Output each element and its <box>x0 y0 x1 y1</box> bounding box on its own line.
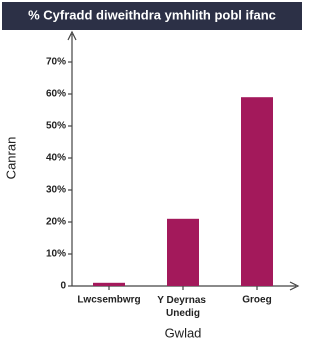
bar <box>241 97 273 286</box>
y-tick-label: 40% <box>46 153 66 164</box>
x-tick-label: Groeg <box>242 295 271 306</box>
chart: % Cyfradd diweithdra ymhlith pobl ifanc … <box>2 2 302 340</box>
y-tick-label: 10% <box>46 249 66 260</box>
y-tick-label: 0 <box>60 281 66 292</box>
x-tick-label: Y Deyrnas Unedig <box>157 295 209 319</box>
title-bar <box>2 2 302 30</box>
y-tick-label: 50% <box>46 121 66 132</box>
x-axis-label: Gwlad <box>165 325 202 340</box>
bar <box>93 282 125 286</box>
x-axis-arrow <box>289 281 300 291</box>
y-tick-label: 70% <box>46 57 66 68</box>
y-axis-label: Canran <box>3 137 18 180</box>
y-axis-arrow <box>67 30 77 41</box>
bar <box>167 218 199 286</box>
y-tick-label: 30% <box>46 185 66 196</box>
y-tick-label: 20% <box>46 217 66 228</box>
y-tick-label: 60% <box>46 89 66 100</box>
x-tick-label: Lwcsembwrg <box>77 295 140 306</box>
chart-title: % Cyfradd diweithdra ymhlith pobl ifanc <box>28 7 276 22</box>
